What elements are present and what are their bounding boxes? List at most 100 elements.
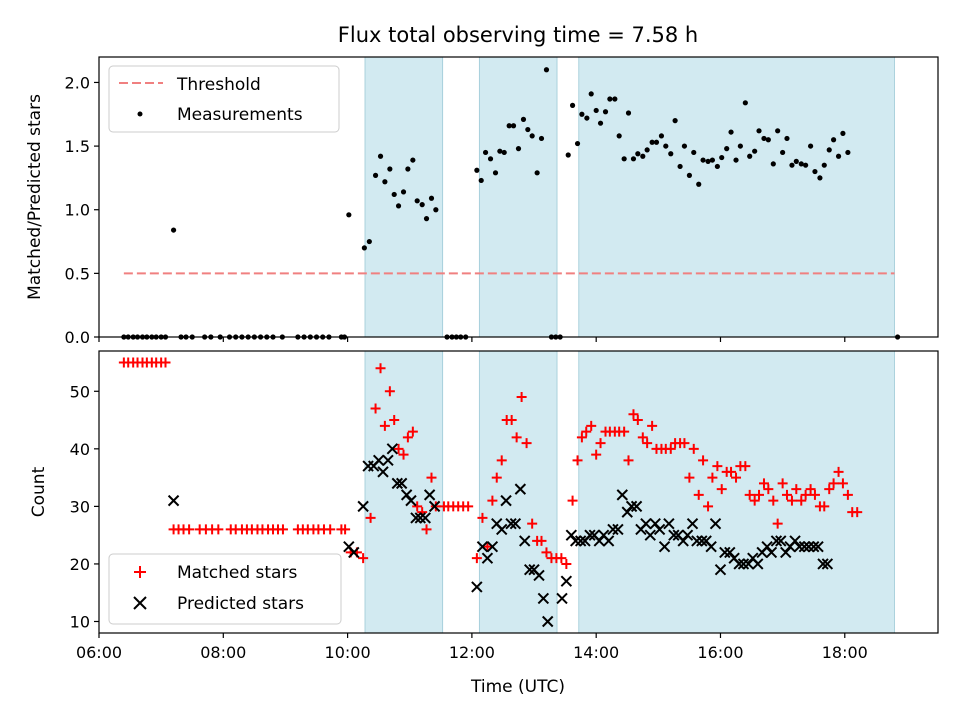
matched-star-point (796, 495, 807, 506)
measurement-point (414, 198, 420, 204)
measurement-point (428, 195, 435, 201)
matched-star-point (842, 489, 853, 500)
measurement-point (686, 172, 693, 178)
measurement-point (588, 91, 594, 97)
matched-star-point (482, 541, 493, 552)
predicted-star-point (653, 523, 666, 536)
measurement-point (482, 149, 489, 156)
y-tick-label: 10 (70, 612, 90, 631)
predicted-star-point (691, 535, 703, 547)
matched-star-point (340, 524, 351, 535)
top-data-marks (121, 67, 901, 340)
matched-star-point (402, 432, 413, 443)
predicted-star-point (348, 546, 360, 559)
predicted-star-point (817, 558, 829, 570)
matched-star-point (511, 432, 522, 443)
measurement-point (845, 149, 851, 156)
matched-star-point (384, 386, 395, 397)
shaded-interval (578, 350, 895, 634)
shaded-interval (478, 56, 558, 338)
x-tick-label: 08:00 (200, 643, 246, 662)
matched-star-point (824, 484, 835, 495)
matched-star-point (712, 461, 723, 472)
measurement-point (728, 129, 734, 135)
predicted-star-point (686, 517, 699, 530)
matched-star-point (160, 357, 171, 368)
measurement-point (780, 149, 786, 156)
measurement-point (630, 156, 637, 162)
x-tick-label: 16:00 (697, 643, 743, 662)
bottom-x-ticks: 06:00 08:00 10:00 12:00 14:00 16:00 18:00 (76, 633, 868, 662)
matched-star-point (763, 484, 774, 495)
matched-star-point (521, 438, 532, 449)
measurement-point (784, 135, 790, 142)
measurement-point (377, 153, 384, 159)
matched-star-point (496, 455, 507, 466)
predicted-star-point (481, 552, 494, 564)
measurement-point (395, 203, 402, 209)
matched-star-point (703, 501, 714, 512)
measurement-point (597, 120, 604, 126)
measurement-point (515, 146, 522, 152)
predicted-star-point (428, 500, 441, 513)
predicted-star-point (612, 523, 624, 536)
matched-star-point (591, 449, 602, 460)
predicted-star-point (696, 535, 708, 547)
matched-star-point (586, 420, 597, 431)
matched-star-point (325, 524, 336, 535)
measurement-point (798, 161, 804, 167)
bottom-legend: Matched stars Predicted stars (108, 553, 342, 625)
predicted-star-point (560, 575, 573, 587)
matched-star-point (491, 472, 502, 483)
matched-star-point (800, 489, 811, 500)
predicted-star-point (500, 494, 512, 507)
predicted-star-point (640, 517, 652, 530)
matched-star-point (809, 489, 820, 500)
measurement-point (765, 137, 771, 143)
predicted-star-point (733, 558, 745, 570)
matched-star-point (619, 426, 630, 437)
x-tick-label: 14:00 (573, 643, 619, 662)
measurement-point (644, 147, 650, 153)
predicted-star-point (719, 546, 731, 559)
predicted-star-point (476, 540, 489, 553)
matched-star-point (595, 438, 606, 449)
x-tick-label: 06:00 (76, 643, 122, 662)
measurement-point (625, 110, 632, 116)
x-tick-label: 10:00 (325, 643, 371, 662)
predicted-star-point (372, 454, 385, 467)
bottom-y-ticks: 10 20 30 40 50 (70, 382, 99, 631)
matched-star-point (370, 403, 381, 414)
matched-star-point (561, 558, 572, 569)
y-tick-label: 40 (70, 440, 90, 459)
predicted-star-point (775, 535, 787, 547)
matched-star-point (567, 495, 578, 506)
bottom-data-marks (118, 357, 863, 628)
predicted-star-point (807, 540, 820, 553)
predicted-star-point (486, 540, 499, 553)
predicted-star-point (391, 477, 404, 490)
matched-star-point (426, 472, 437, 483)
matched-star-point (516, 392, 527, 403)
matched-star-point (688, 443, 699, 454)
measurement-point (696, 181, 702, 187)
matched-star-point (740, 461, 751, 472)
measurement-point (761, 135, 767, 142)
measurement-point (807, 143, 814, 149)
x-tick-label: 18:00 (822, 643, 868, 662)
predicted-star-point (709, 517, 722, 530)
measurement-point (569, 102, 576, 108)
matched-star-point (828, 478, 839, 489)
legend-predicted-label: Predicted stars (177, 594, 304, 614)
bottom-panel: 06:00 08:00 10:00 12:00 14:00 16:00 18:00 10 20… (29, 350, 939, 697)
measurement-point (391, 191, 397, 198)
measurement-point (668, 151, 674, 157)
predicted-star-point (569, 535, 582, 547)
matched-star-point (698, 455, 709, 466)
predicted-star-point (471, 581, 483, 593)
measurement-point (346, 212, 352, 218)
measurement-point (501, 149, 507, 156)
bottom-axes-frame (98, 350, 939, 634)
measurement-point (423, 216, 430, 222)
measurement-point (492, 170, 499, 176)
